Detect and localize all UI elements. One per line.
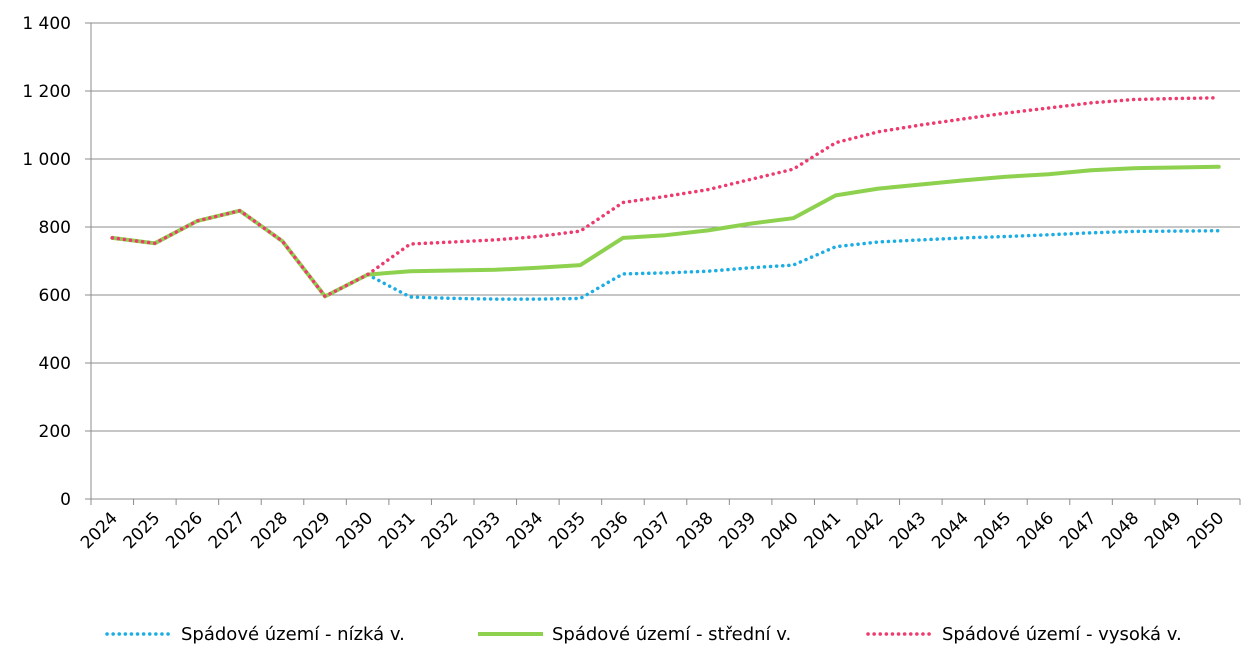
x-tick-label: 2043 — [886, 508, 931, 553]
x-tick-label: 2040 — [758, 508, 803, 553]
x-tick-label: 2031 — [375, 508, 420, 553]
axes — [85, 22, 1241, 505]
x-tick-label: 2030 — [332, 508, 377, 553]
y-tick-label: 800 — [39, 218, 71, 238]
x-tick-label: 2034 — [503, 508, 548, 553]
x-tick-label: 2047 — [1056, 508, 1101, 553]
x-tick-label: 2048 — [1098, 508, 1143, 553]
x-tick-label: 2038 — [673, 508, 718, 553]
x-tick-label: 2026 — [162, 508, 207, 553]
x-tick-label: 2041 — [801, 508, 846, 553]
series-line — [110, 96, 1221, 299]
gridlines — [91, 22, 1240, 432]
x-tick-label: 2025 — [120, 508, 165, 553]
y-tick-labels: 0 200 400 600 800 1 000 1 200 1 400 — [22, 14, 71, 510]
x-tick-label: 2049 — [1141, 508, 1186, 553]
y-tick-label: 1 200 — [22, 82, 71, 102]
x-tick-label: 2039 — [715, 508, 760, 553]
x-tick-label: 2027 — [205, 508, 250, 553]
x-tick-label: 2028 — [247, 508, 292, 553]
y-tick-label: 0 — [60, 490, 71, 510]
x-tick-label: 2033 — [460, 508, 505, 553]
y-tick-label: 400 — [39, 354, 71, 374]
x-tick-label: 2029 — [290, 508, 335, 553]
x-tick-label: 2046 — [1013, 508, 1058, 553]
series-line — [110, 164, 1221, 299]
series-line — [110, 208, 1221, 301]
y-tick-label: 1 400 — [22, 14, 71, 34]
x-tick-label: 2042 — [843, 508, 888, 553]
x-tick-label: 2045 — [971, 508, 1016, 553]
y-tick-label: 200 — [39, 422, 71, 442]
x-tick-label: 2050 — [1184, 508, 1229, 553]
legend: Spádové území - nízká v. Spádové území - … — [105, 624, 1182, 645]
x-tick-label: 2035 — [545, 508, 590, 553]
x-tick-labels: 2024202520262027202820292030203120322033… — [77, 508, 1228, 553]
x-tick-label: 2036 — [588, 508, 633, 553]
x-tick-label: 2037 — [630, 508, 675, 553]
y-tick-label: 600 — [39, 286, 71, 306]
y-tick-label: 1 000 — [22, 150, 71, 170]
legend-label: Spádové území - nízká v. — [181, 624, 405, 645]
legend-label: Spádové území - vysoká v. — [942, 624, 1182, 645]
x-tick-label: 2024 — [77, 508, 122, 553]
legend-label: Spádové území - střední v. — [552, 624, 791, 645]
series-lines — [110, 96, 1221, 301]
x-tick-label: 2032 — [418, 508, 463, 553]
x-tick-label: 2044 — [928, 508, 973, 553]
